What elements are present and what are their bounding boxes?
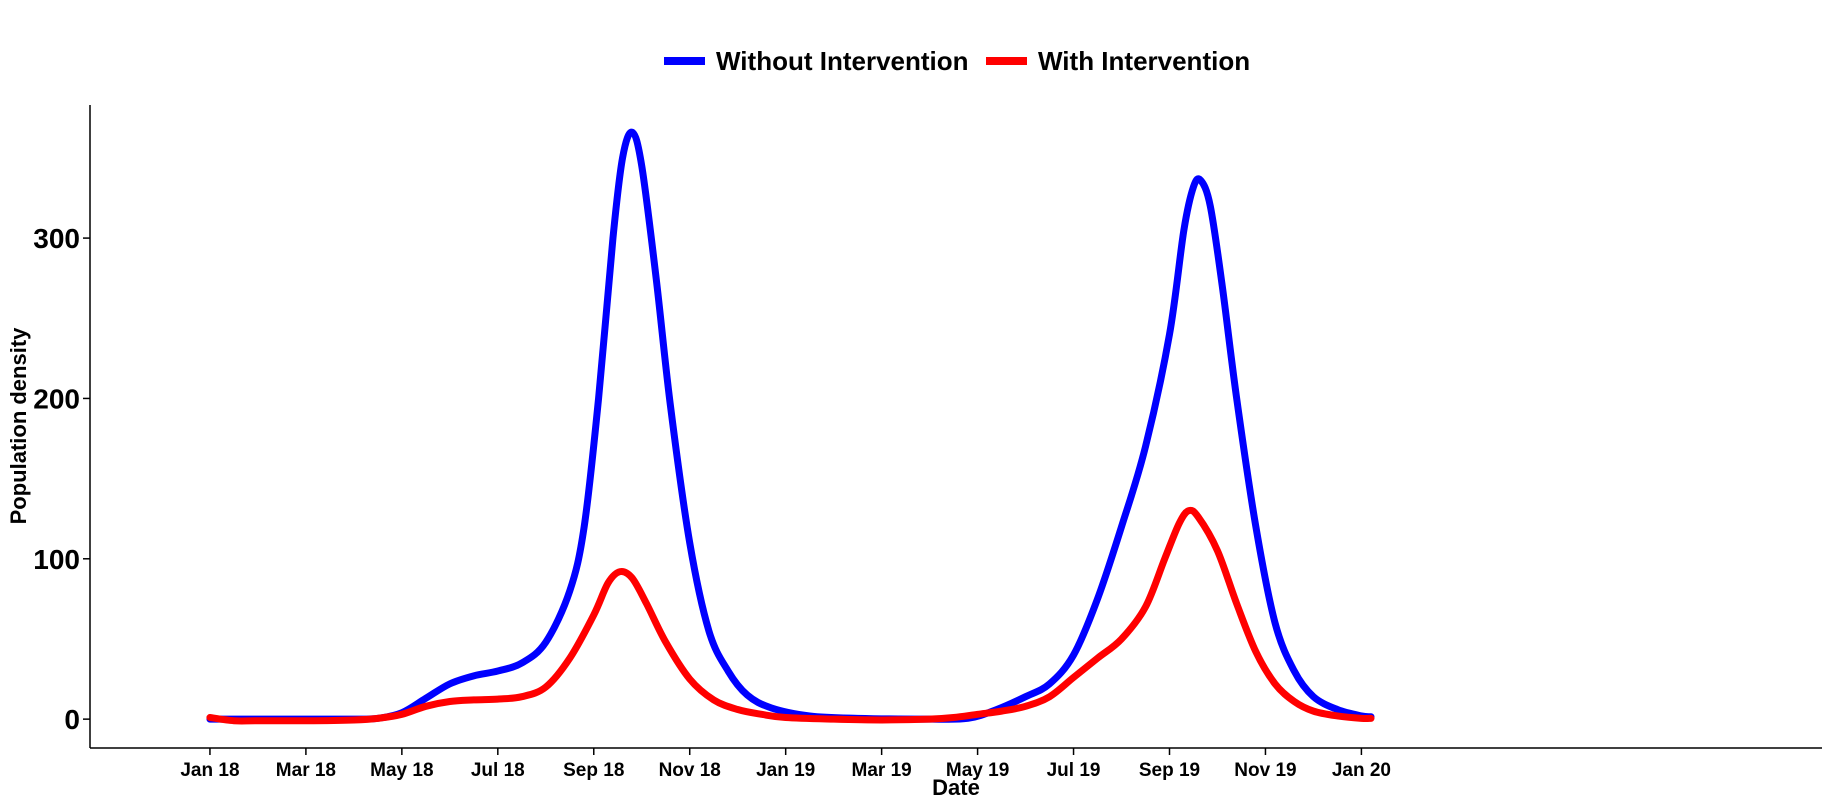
x-axis-title: Date <box>932 775 980 800</box>
x-tick-label: Sep 18 <box>563 760 624 781</box>
y-axis-title: Population density <box>6 327 31 525</box>
x-tick-label: Jan 20 <box>1332 760 1391 781</box>
series-line-without-intervention <box>206 128 1375 723</box>
legend-label-with-intervention: With Intervention <box>1038 46 1250 76</box>
x-tick-label: Jan 18 <box>180 760 239 781</box>
legend: Without Intervention With Intervention <box>664 46 1250 76</box>
x-tick-label: Mar 19 <box>852 760 912 781</box>
legend-label-without-intervention: Without Intervention <box>716 46 969 76</box>
x-tick-label: Nov 18 <box>659 760 721 781</box>
series-layer <box>206 128 1375 725</box>
y-tick-label: 200 <box>33 383 80 414</box>
x-tick-label: May 19 <box>946 760 1009 781</box>
y-tick-label: 300 <box>33 223 80 254</box>
x-tick-label: Jul 18 <box>471 760 525 781</box>
x-tick-label: Mar 18 <box>276 760 336 781</box>
x-tick-label: Sep 19 <box>1139 760 1200 781</box>
x-tick-label: Nov 19 <box>1234 760 1296 781</box>
y-tick-label: 100 <box>33 544 80 575</box>
y-ticks: 0 100 200 300 <box>33 223 90 735</box>
series-line-with-intervention <box>206 506 1375 725</box>
x-ticks: Jan 18 Mar 18 May 18 Jul 18 Sep 18 Nov 18 Jan … <box>180 748 1391 781</box>
x-tick-label: Jul 19 <box>1047 760 1101 781</box>
x-tick-label: Jan 19 <box>756 760 815 781</box>
y-tick-label: 0 <box>64 704 80 735</box>
x-tick-label: May 18 <box>370 760 433 781</box>
